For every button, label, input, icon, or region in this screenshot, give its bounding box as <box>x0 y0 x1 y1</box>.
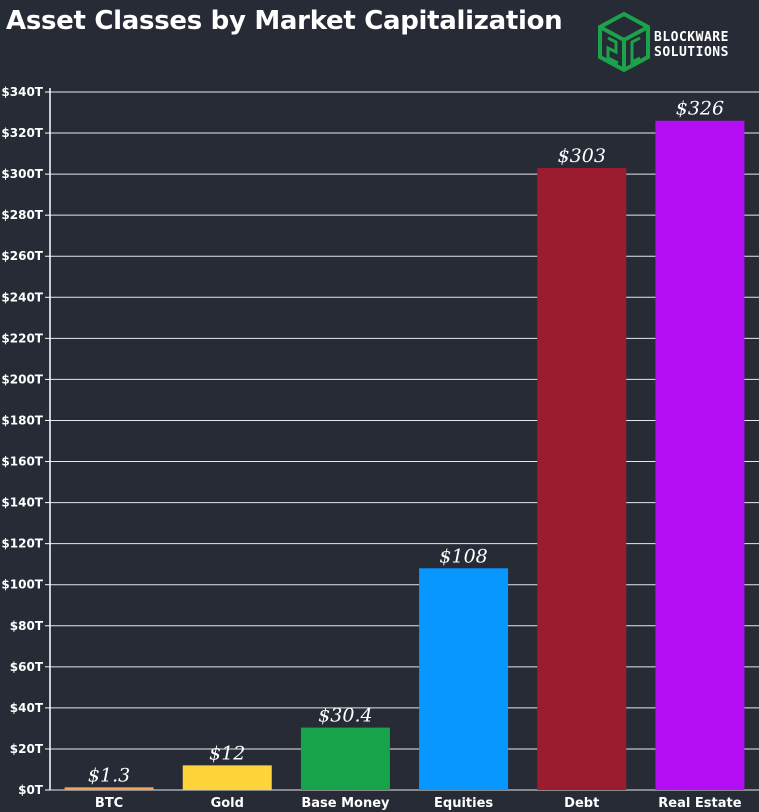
blockware-logo: BLOCKWARE SOLUTIONS <box>596 11 746 74</box>
x-tick-label: Real Estate <box>658 796 741 811</box>
logo-text: BLOCKWARE SOLUTIONS <box>654 30 729 60</box>
bar <box>655 120 745 791</box>
bar <box>300 727 390 790</box>
data-label: $1.3 <box>88 764 130 786</box>
data-label: $30.4 <box>318 705 372 727</box>
logo-line-2: SOLUTIONS <box>654 45 729 60</box>
data-label: $326 <box>676 98 724 120</box>
chart-title: Asset Classes by Market Capitalization <box>6 6 563 36</box>
data-label: $12 <box>209 742 245 764</box>
y-tick-label: $80T <box>10 619 44 633</box>
bar <box>182 765 272 790</box>
y-tick-label: $340T <box>1 85 43 99</box>
y-tick-label: $0T <box>18 783 44 797</box>
y-tick-label: $60T <box>10 660 44 674</box>
bars <box>64 120 745 791</box>
x-tick-label: Debt <box>564 796 599 811</box>
data-labels: $1.3 $12 $30.4 $108 $303 $326 <box>88 98 724 787</box>
data-label: $303 <box>558 145 606 167</box>
y-tick-label: $180T <box>1 413 43 427</box>
y-tick-label: $140T <box>1 496 43 510</box>
bar <box>64 787 154 790</box>
y-tick-label: $200T <box>1 372 43 386</box>
y-tick-label: $120T <box>1 537 43 551</box>
y-tick-label: $280T <box>1 208 43 222</box>
x-tick-label: Equities <box>434 796 493 811</box>
x-tick-label: Gold <box>211 796 244 811</box>
bar <box>419 568 509 790</box>
x-axis-labels: BTC Gold Base Money Equities Debt Real Estate <box>95 796 742 811</box>
logo-cube-icon <box>598 11 650 73</box>
bar <box>537 167 627 791</box>
y-tick-label: $220T <box>1 331 43 345</box>
y-tick-label: $320T <box>1 126 43 140</box>
x-tick-label: Base Money <box>301 796 390 811</box>
y-tick-label: $40T <box>10 701 44 715</box>
y-tick-label: $260T <box>1 249 43 263</box>
y-tick-label: $160T <box>1 455 43 469</box>
grid-lines <box>50 91 759 791</box>
y-tick-label: $100T <box>1 578 43 592</box>
x-tick-label: BTC <box>95 796 123 811</box>
y-tick-label: $20T <box>10 742 44 756</box>
data-label: $108 <box>439 545 487 567</box>
y-axis-ticks: $0T $20T $40T $60T $80T $100T $120T $140T $160T $… <box>1 85 50 797</box>
logo-line-1: BLOCKWARE <box>654 30 729 45</box>
y-tick-label: $300T <box>1 167 43 181</box>
y-tick-label: $240T <box>1 290 43 304</box>
